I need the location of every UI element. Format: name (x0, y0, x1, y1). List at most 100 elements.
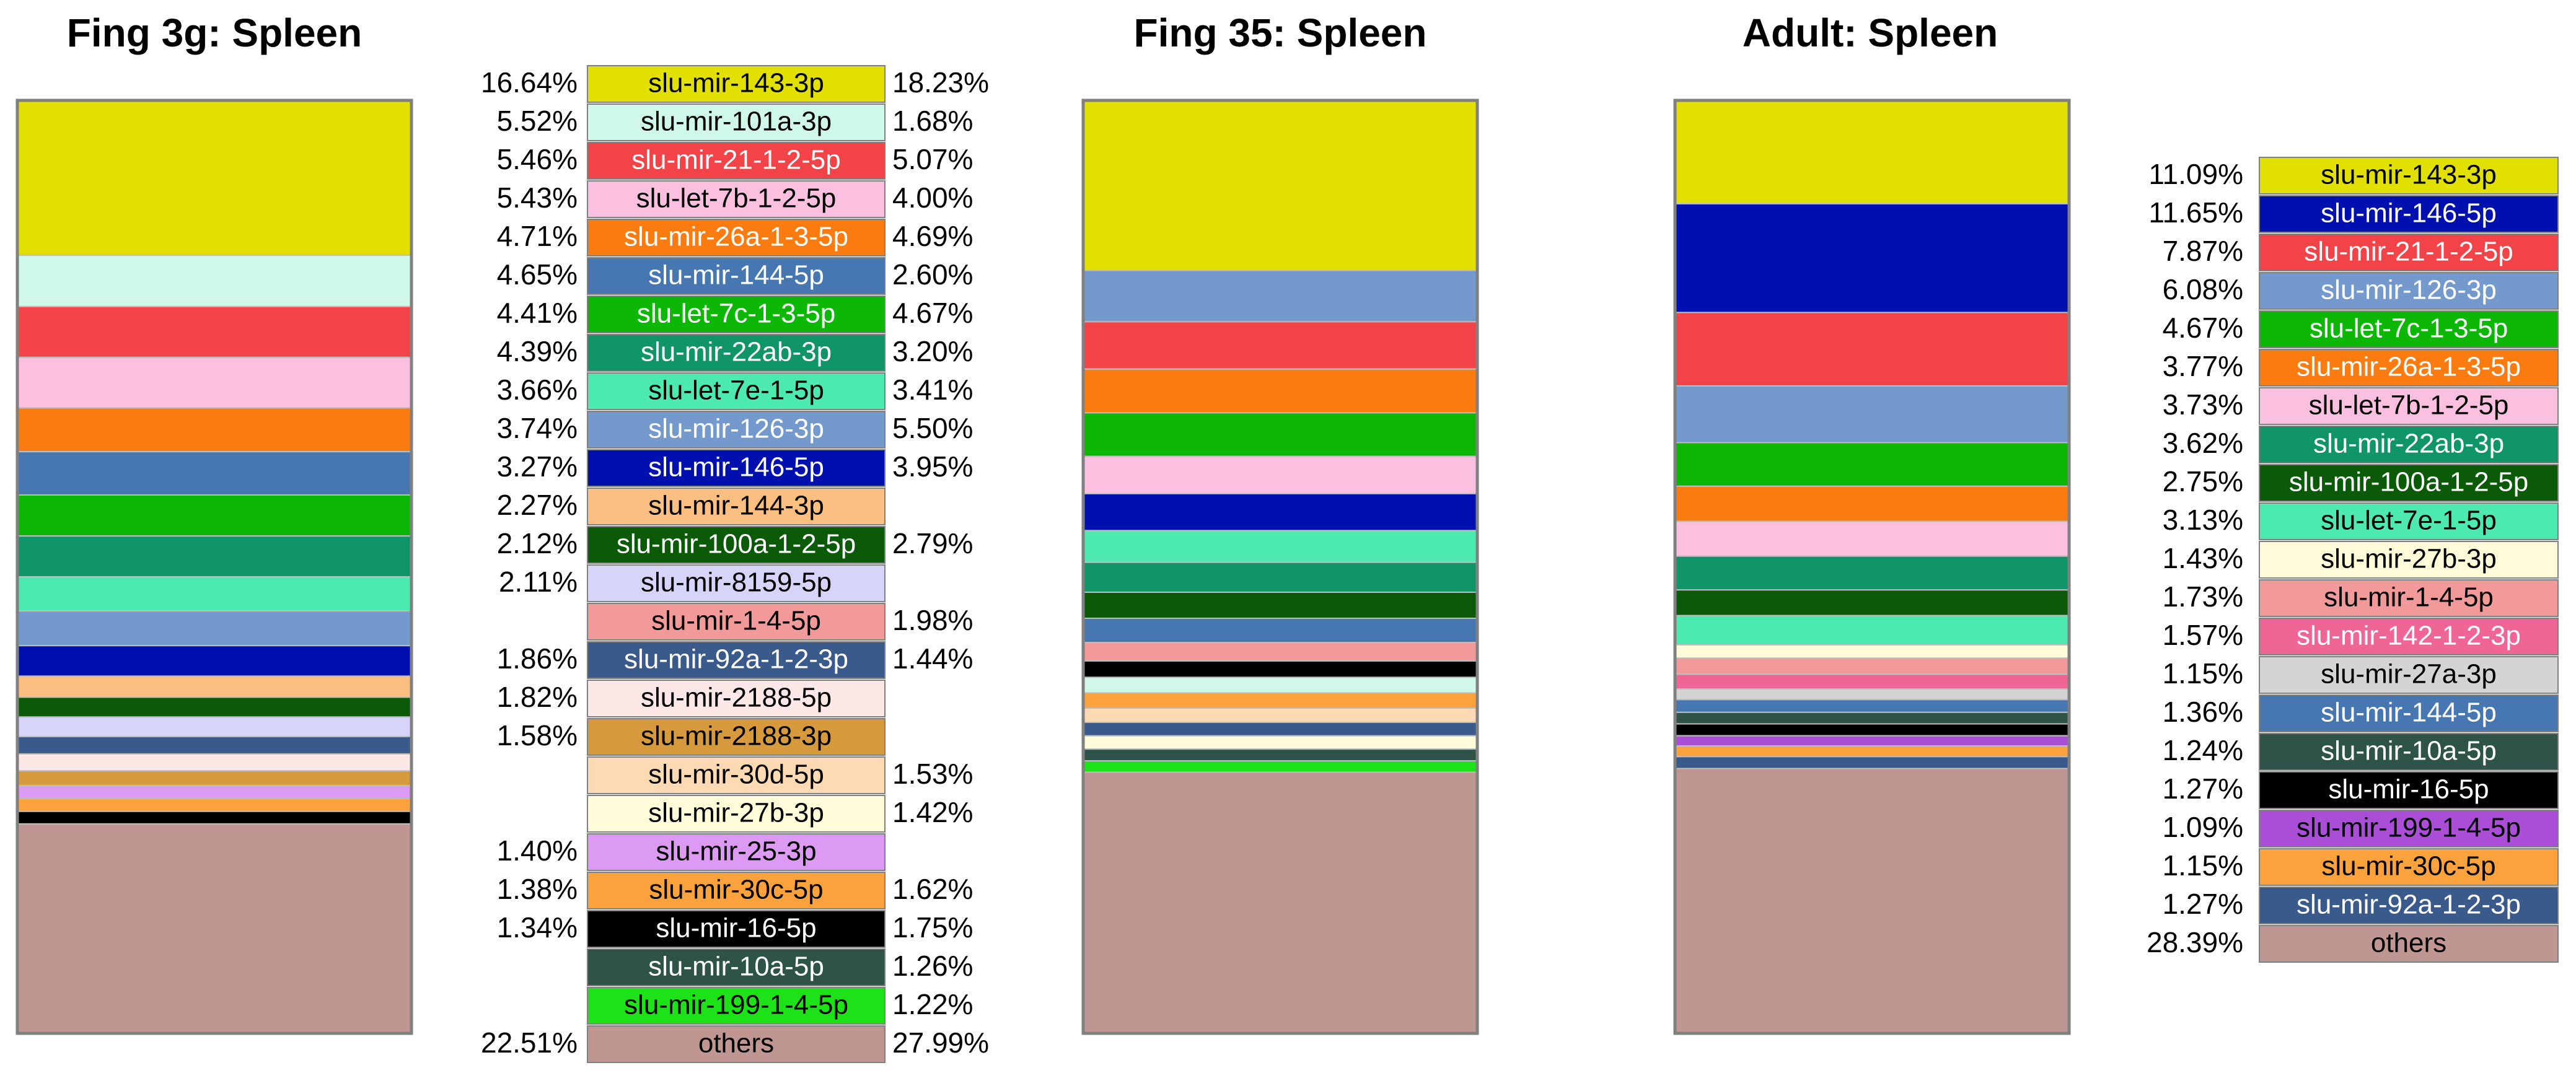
legend-pct: 1.24% (2163, 734, 2243, 766)
bar-segment (17, 254, 412, 307)
legend-pct: 28.39% (2147, 926, 2243, 958)
legend-swatch (587, 219, 886, 256)
bar-segment (1674, 657, 2070, 675)
bar-segment (1674, 745, 2070, 758)
legend-label: slu-let-7e-1-5p (648, 375, 824, 406)
bar-segment (1083, 722, 1478, 737)
bar-segment (17, 494, 412, 537)
legend-swatch (587, 872, 886, 909)
legend-label: slu-mir-26a-1-3-5p (2297, 352, 2521, 382)
legend-swatch (2259, 541, 2559, 579)
bar-segment (1083, 455, 1478, 494)
legend-pct: 4.67% (2163, 312, 2243, 344)
legend-swatch (587, 1025, 886, 1063)
bar-segment (1083, 561, 1478, 593)
bar-segment (1083, 530, 1478, 563)
bar-segment (1674, 699, 2070, 713)
legend-label: slu-mir-16-5p (2328, 774, 2489, 805)
legend-swatch (2259, 925, 2559, 963)
legend-pct-right: 1.44% (892, 642, 973, 675)
legend-swatch (2259, 848, 2559, 886)
legend-pct: 3.62% (2163, 427, 2243, 459)
legend-swatch (587, 680, 886, 717)
bar-segment (1674, 688, 2070, 701)
legend-pct-right: 1.62% (892, 873, 973, 905)
legend-pct: 7.87% (2163, 235, 2243, 267)
legend-swatch (587, 411, 886, 449)
legend-label: others (2371, 928, 2446, 958)
bar-segment (1674, 735, 2070, 747)
legend-pct: 2.75% (2163, 465, 2243, 497)
bar-segment (1083, 617, 1478, 644)
bar-segment (1674, 723, 2070, 737)
legend-swatch (2259, 272, 2559, 310)
bar-segment (1083, 493, 1478, 532)
legend-pct-right: 1.68% (892, 105, 973, 137)
bar-segment (17, 823, 412, 1034)
legend-label: slu-let-7b-1-2-5p (636, 183, 837, 214)
bar-segment (1083, 748, 1478, 762)
legend-label: slu-mir-21-1-2-5p (2304, 237, 2513, 267)
legend-swatch (587, 948, 886, 986)
legend-swatch (2259, 464, 2559, 502)
legend-label: slu-mir-144-5p (2321, 698, 2497, 728)
bar-segment (1083, 269, 1478, 323)
legend-pct-left: 5.52% (497, 105, 578, 137)
legend-swatch (2259, 733, 2559, 771)
legend-label: slu-mir-27a-3p (2321, 659, 2497, 690)
bar-segment (1674, 442, 2070, 487)
legend-label: slu-mir-25-3p (656, 836, 816, 867)
bar-segment (17, 305, 412, 358)
bar-segment (1674, 673, 2070, 690)
legend-label: slu-mir-30c-5p (649, 875, 823, 905)
legend-label: slu-mir-143-3p (2321, 160, 2497, 190)
legend-label: slu-mir-27b-3p (648, 798, 824, 828)
legend-pct-left: 3.74% (497, 412, 578, 444)
legend-label: slu-mir-30d-5p (648, 760, 824, 790)
legend-pct-right: 5.07% (892, 143, 973, 175)
legend-label: others (698, 1028, 774, 1059)
legend-pct-right: 2.60% (892, 258, 973, 291)
legend-swatch (2259, 810, 2559, 847)
legend-label: slu-mir-1-4-5p (651, 606, 821, 636)
legend-pct-left: 4.41% (497, 297, 578, 329)
legend-label: slu-mir-199-1-4-5p (624, 990, 848, 1020)
legend-pct-right: 1.22% (892, 988, 973, 1020)
legend-swatch (587, 180, 886, 218)
legend-swatch (587, 257, 886, 295)
legend-pct-left: 1.58% (497, 719, 578, 751)
legend-pct: 11.09% (2148, 158, 2243, 190)
bar-segment (1674, 312, 2070, 387)
bar-segment (1083, 591, 1478, 619)
legend-pct: 1.36% (2163, 696, 2243, 728)
bar-segment (1674, 615, 2070, 646)
legend-label: slu-mir-100a-1-2-5p (2289, 467, 2528, 497)
bar-frame (1673, 99, 2071, 1035)
legend-swatch (2259, 579, 2559, 617)
bar-segment (17, 407, 412, 453)
bar-segment (17, 645, 412, 677)
panel-title: Adult: Spleen (1743, 11, 1998, 55)
legend-label: slu-mir-146-5p (2321, 198, 2497, 229)
legend-label: slu-mir-199-1-4-5p (2297, 813, 2521, 843)
legend-pct-right: 2.79% (892, 527, 973, 559)
bar-segment (1674, 203, 2070, 313)
legend-swatch (587, 449, 886, 487)
legend-pct-left: 3.27% (497, 450, 578, 483)
legend-swatch (587, 65, 886, 103)
legend-label: slu-mir-2188-5p (641, 683, 832, 713)
bar-segment (1674, 644, 2070, 659)
legend-swatch (587, 910, 886, 948)
bar-segment (1674, 589, 2070, 616)
bar-segment (1083, 642, 1478, 662)
bar-segment (1674, 768, 2070, 1035)
legend-swatch (587, 142, 886, 180)
legend-label: slu-mir-26a-1-3-5p (624, 222, 848, 252)
bar-segment (1083, 321, 1478, 370)
bar-segment (1083, 707, 1478, 724)
legend-swatch (2259, 157, 2559, 195)
legend-swatch (587, 488, 886, 525)
legend-pct-right: 5.50% (892, 412, 973, 444)
legend-swatch (587, 718, 886, 756)
